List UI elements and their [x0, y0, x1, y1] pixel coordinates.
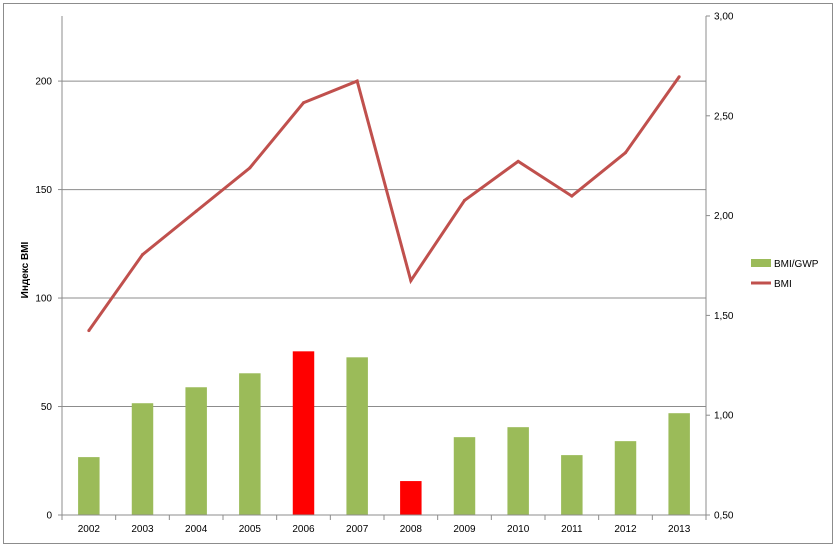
point-bmi-2011: [570, 194, 574, 198]
x-tick-label-2005: 2005: [239, 524, 262, 535]
x-tick-label-2006: 2006: [292, 524, 315, 535]
point-bmi-2002: [87, 329, 91, 333]
line-series: [87, 75, 681, 333]
bar-bmi-gwp-2007: [346, 357, 368, 515]
y2-tick-label: 2,00: [714, 211, 734, 222]
y2-tick-label: 2,50: [714, 111, 734, 122]
x-tick-label-2012: 2012: [614, 524, 637, 535]
bar-bmi-gwp-2010: [507, 427, 529, 515]
y-tick-label: 200: [35, 77, 52, 88]
legend-label-bmi: BMI: [774, 279, 792, 290]
y2-tick-label: 1,50: [714, 311, 734, 322]
y-tick-label: 0: [46, 511, 52, 522]
x-tick-label-2011: 2011: [561, 524, 583, 535]
legend-swatch-bmi-gwp: [751, 259, 771, 267]
x-tick-label-2009: 2009: [453, 524, 476, 535]
bar-bmi-gwp-2005: [239, 373, 261, 515]
x-tick-label-2008: 2008: [400, 524, 423, 535]
x-tick-label-2002: 2002: [78, 524, 101, 535]
legend-label-bmi-gwp: BMI/GWP: [774, 259, 819, 270]
point-bmi-2007: [355, 79, 359, 83]
bar-bmi-gwp-2004: [185, 387, 207, 515]
y-tick-label: 50: [41, 402, 53, 413]
bar-bmi-gwp-2009: [453, 437, 476, 515]
point-bmi-2013: [677, 75, 681, 79]
point-bmi-2003: [141, 253, 144, 257]
bar-bmi-gwp-2012: [614, 441, 637, 515]
bar-bmi-gwp-2002: [78, 457, 100, 515]
bar-bmi-gwp-2011: [561, 455, 583, 515]
axes: [58, 15, 710, 520]
y2-tick-label: 3,00: [714, 12, 734, 23]
bar-bmi-gwp-2008: [400, 481, 422, 515]
gridlines: [62, 80, 706, 408]
y-axis-title: Индекс BMI: [20, 241, 31, 298]
point-bmi-2012: [624, 151, 627, 155]
bar-bmi-gwp-2013: [668, 413, 690, 515]
bar-series: [78, 351, 690, 515]
x-tick-label-2013: 2013: [668, 524, 691, 535]
y-tick-label: 150: [35, 185, 52, 196]
point-bmi-2005: [248, 166, 252, 170]
bar-bmi-gwp-2006: [292, 351, 315, 515]
legend: BMI/GWP BMI: [751, 259, 819, 290]
point-bmi-2010: [516, 159, 520, 163]
y2-tick-label: 0,50: [714, 511, 734, 522]
x-tick-label-2010: 2010: [507, 524, 530, 535]
bar-bmi-gwp-2003: [131, 403, 154, 515]
x-tick-label-2007: 2007: [346, 524, 369, 535]
point-bmi-2009: [463, 198, 466, 202]
x-tick-label-2004: 2004: [185, 524, 208, 535]
point-bmi-2006: [302, 101, 305, 105]
y-tick-label: 100: [35, 294, 52, 305]
y2-tick-label: 1,00: [714, 411, 734, 422]
point-bmi-2004: [194, 209, 198, 213]
line-bmi: [87, 75, 681, 332]
tick-labels: 0 50 100 150 200 0,50 1,00 1,50 2,00 2,50 3,00 2002…: [35, 12, 734, 536]
point-bmi-2008: [409, 279, 413, 283]
x-tick-label-2003: 2003: [131, 524, 154, 535]
